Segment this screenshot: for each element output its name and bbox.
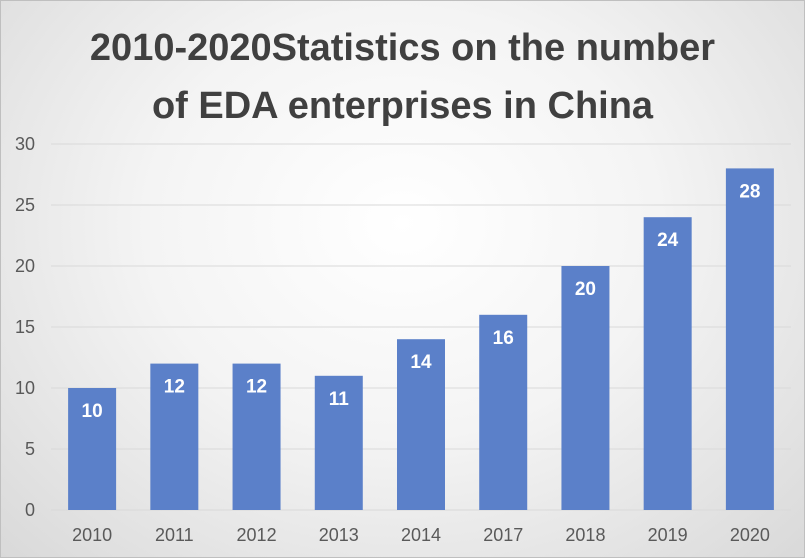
data-label-2018: 20 — [575, 279, 596, 300]
bar-2011 — [150, 363, 199, 510]
y-tick-label: 10 — [15, 378, 35, 398]
y-tick-label: 25 — [15, 195, 35, 215]
bar-2018 — [561, 266, 610, 510]
bar-2012 — [232, 363, 281, 510]
x-tick-label-2012: 2012 — [237, 525, 277, 545]
bar-2010 — [68, 388, 117, 510]
x-tick-label-2011: 2011 — [155, 525, 194, 545]
bar-2020 — [725, 168, 774, 510]
chart-title-line-2: of EDA enterprises in China — [151, 85, 654, 127]
y-tick-label: 30 — [15, 134, 35, 154]
y-tick-label: 5 — [25, 439, 35, 459]
x-tick-label-2013: 2013 — [319, 525, 359, 545]
bar-2013 — [314, 375, 363, 510]
data-label-2011: 12 — [164, 377, 185, 398]
x-tick-label-2010: 2010 — [72, 525, 112, 545]
y-tick-label: 20 — [15, 256, 35, 276]
data-label-2019: 24 — [657, 230, 679, 251]
chart-title: 2010-2020Statistics on the number of EDA… — [1, 19, 804, 135]
data-label-2017: 16 — [493, 328, 514, 349]
x-tick-label-2018: 2018 — [565, 525, 605, 545]
bar-2019 — [643, 217, 692, 510]
x-tick-label-2020: 2020 — [730, 525, 770, 545]
data-label-2020: 28 — [739, 181, 760, 202]
data-label-2013: 11 — [329, 389, 350, 410]
chart-title-line-1: 2010-2020Statistics on the number — [89, 27, 716, 69]
bar-2017 — [479, 314, 528, 510]
x-tick-label-2017: 2017 — [483, 525, 523, 545]
y-tick-label: 0 — [25, 500, 35, 520]
x-tick-label-2014: 2014 — [401, 525, 441, 545]
data-label-2012: 12 — [246, 377, 267, 398]
y-tick-label: 15 — [15, 317, 35, 337]
data-label-2014: 14 — [410, 352, 432, 373]
bar-2014 — [397, 339, 445, 510]
x-tick-label-2019: 2019 — [648, 525, 688, 545]
data-label-2010: 10 — [82, 401, 103, 422]
